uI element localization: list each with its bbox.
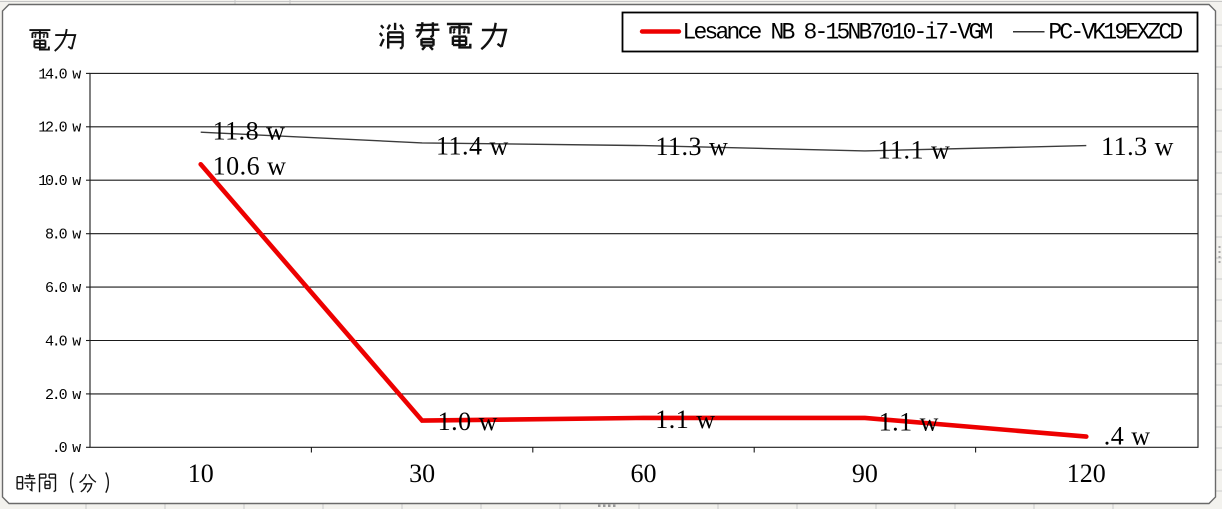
svg-text:.4 w: .4 w (1104, 422, 1151, 451)
svg-text:14.0 w: 14.0 w (38, 66, 81, 83)
svg-text:10.6 w: 10.6 w (213, 152, 287, 181)
svg-text:4.0 w: 4.0 w (45, 333, 81, 350)
svg-text:1.1 w: 1.1 w (655, 405, 715, 434)
svg-text:11.3 w: 11.3 w (1101, 132, 1174, 161)
svg-text:11.8 w: 11.8 w (213, 117, 286, 146)
svg-text:11.1 w: 11.1 w (878, 136, 951, 165)
svg-text:90: 90 (852, 459, 878, 488)
svg-text:30: 30 (409, 459, 435, 488)
svg-text:120: 120 (1067, 459, 1106, 488)
svg-text:PC-VK19EXZCD: PC-VK19EXZCD (1048, 20, 1182, 46)
svg-text:1.0 w: 1.0 w (438, 407, 498, 436)
svg-text:1.1 w: 1.1 w (879, 407, 939, 436)
svg-text:12.0 w: 12.0 w (38, 120, 81, 137)
svg-text:Lesance NB 8-15NB7010-i7-VGM: Lesance NB 8-15NB7010-i7-VGM (683, 20, 993, 46)
svg-text:2.0 w: 2.0 w (45, 387, 81, 404)
svg-text:11.3 w: 11.3 w (656, 132, 729, 161)
svg-text:.0 w: .0 w (52, 440, 81, 457)
svg-text:10.0 w: 10.0 w (38, 173, 81, 190)
svg-text:8.0 w: 8.0 w (45, 227, 81, 244)
svg-text:60: 60 (631, 459, 657, 488)
svg-text:6.0 w: 6.0 w (45, 280, 81, 297)
svg-text:11.4 w: 11.4 w (436, 132, 509, 161)
svg-text:10: 10 (188, 459, 214, 488)
